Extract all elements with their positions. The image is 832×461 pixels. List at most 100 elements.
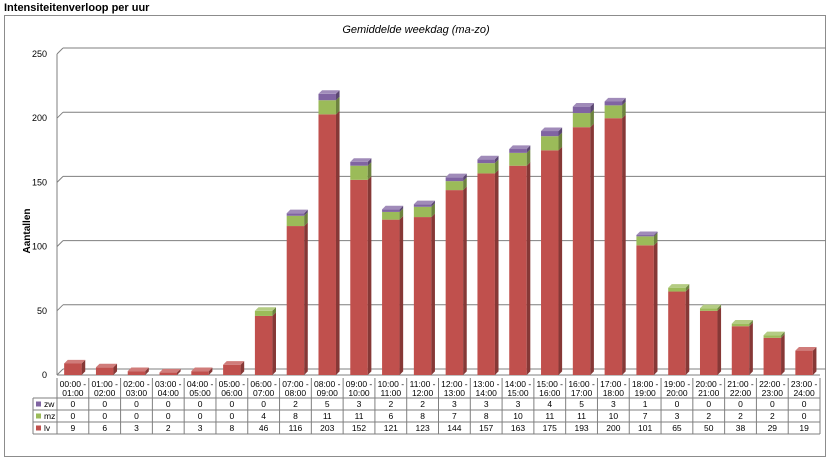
bar-segment-lv xyxy=(763,334,785,375)
bar-mz-side xyxy=(272,307,276,316)
x-tick-label: 05:00 - xyxy=(219,379,246,389)
bar-segment-zw xyxy=(541,127,563,137)
x-tick-label: 03:00 - xyxy=(155,379,182,389)
data-label: 0 xyxy=(229,399,234,409)
data-label: 4 xyxy=(261,411,266,421)
bar-lv-front xyxy=(572,127,591,375)
x-tick-label: 07:00 - xyxy=(282,379,309,389)
data-label: 2 xyxy=(420,399,425,409)
bar-segment-lv xyxy=(445,186,467,375)
bar-segment-mz xyxy=(318,96,340,115)
bar-segment-lv xyxy=(699,307,722,375)
data-label: 6 xyxy=(102,423,107,433)
bar-segment-mz xyxy=(286,212,308,227)
bar-lv-front xyxy=(668,291,686,375)
bar-mz-side xyxy=(335,96,340,115)
bar-top-face xyxy=(668,284,690,288)
page-title: Intensiteitenverloop per uur xyxy=(4,2,150,14)
bar-mz-front xyxy=(731,323,750,327)
bar-lv-front xyxy=(636,245,654,375)
x-tick-label: 10:00 xyxy=(348,388,370,398)
bar-mz-front xyxy=(286,215,305,227)
bar-mz-side xyxy=(526,149,531,166)
data-label: 0 xyxy=(261,399,266,409)
x-tick-label: 02:00 - xyxy=(123,379,150,389)
bar-segment-zw xyxy=(572,103,594,114)
x-tick-label: 06:00 xyxy=(221,388,243,398)
bar-mz-side xyxy=(622,101,626,119)
data-label: 157 xyxy=(479,423,493,433)
bar-lv-side xyxy=(431,213,435,375)
x-tick-label: 09:00 - xyxy=(346,379,373,389)
bar-top-face xyxy=(254,307,276,311)
bar-segment-mz xyxy=(572,109,594,128)
bar-lv-front xyxy=(795,350,813,375)
data-label: 152 xyxy=(352,423,366,433)
bar-lv-side xyxy=(590,123,594,375)
bar-zw-side xyxy=(304,209,308,216)
bar-segment-lv xyxy=(413,213,435,375)
bar-segment-mz xyxy=(604,101,626,119)
bar-zw-front xyxy=(572,106,591,114)
x-tick-label: 04:00 - xyxy=(187,379,214,389)
bar-segment-lv xyxy=(159,368,181,375)
data-table: 00:00 -01:00 01:00 -02:00 02:00 -03:00 03:0… xyxy=(32,378,821,435)
legend-key-zw xyxy=(36,401,41,407)
bar-zw-front xyxy=(382,209,400,212)
bar-segment-zw xyxy=(350,158,372,166)
bar-zw-side xyxy=(558,127,563,137)
data-label: 0 xyxy=(134,399,139,409)
bar-mz-front xyxy=(668,287,686,292)
bar-lv-side xyxy=(558,146,563,375)
bar-lv-front xyxy=(318,114,336,376)
bar-top-face xyxy=(477,155,499,160)
bar-top-face xyxy=(95,363,118,368)
bar-segment-zw xyxy=(286,209,308,216)
bar-segment-zw xyxy=(318,90,340,101)
data-label: 10 xyxy=(513,411,523,421)
bar-top-face xyxy=(541,127,563,132)
bar-mz-front xyxy=(350,165,368,180)
data-label: 8 xyxy=(420,411,425,421)
bar-lv-front xyxy=(382,219,400,375)
bar-mz-side xyxy=(749,320,753,327)
data-label: 8 xyxy=(229,423,234,433)
bar-lv-front xyxy=(286,226,305,375)
x-tick-label: 09:00 xyxy=(317,388,339,398)
y-tick-label: 250 xyxy=(32,49,47,59)
x-tick-label: 17:00 xyxy=(571,388,593,398)
y-tick-label: 100 xyxy=(32,242,47,252)
bar-segment-mz xyxy=(350,162,372,180)
legend-label: lv xyxy=(44,423,51,433)
gridline-depth xyxy=(56,240,64,247)
data-label: 2 xyxy=(706,411,711,421)
bar-zw-side xyxy=(526,145,531,153)
bar-lv-front xyxy=(541,150,559,375)
bar-mz-front xyxy=(572,113,591,128)
x-tick-label: 12:00 xyxy=(412,388,434,398)
x-tick-label: 07:00 xyxy=(253,388,275,398)
bar-lv-side xyxy=(304,222,308,375)
bar-zw-front xyxy=(413,204,432,207)
bar-segment-lv xyxy=(254,312,276,375)
bar-lv-front xyxy=(413,217,432,375)
bar-lv-front xyxy=(731,326,750,375)
x-tick-label: 21:00 - xyxy=(727,379,754,389)
bar-top-face xyxy=(636,231,658,236)
data-label: 0 xyxy=(166,399,171,409)
data-label: 116 xyxy=(289,423,303,433)
bar-zw-front xyxy=(318,93,336,101)
x-tick-label: 13:00 - xyxy=(473,379,500,389)
bar-mz-side xyxy=(781,331,785,338)
x-tick-label: 23:00 xyxy=(762,388,784,398)
data-label: 2 xyxy=(388,399,393,409)
data-label: 0 xyxy=(71,399,76,409)
bar-lv-side xyxy=(335,110,340,376)
x-tick-label: 11:00 - xyxy=(410,379,436,389)
data-label: 19 xyxy=(799,423,809,433)
y-tick-label: 200 xyxy=(32,113,47,123)
bar-segment-lv xyxy=(541,146,563,375)
bar-lv-front xyxy=(223,364,241,375)
chart-title: Gemiddelde weekdag (ma-zo) xyxy=(342,24,490,36)
data-label: 0 xyxy=(738,399,743,409)
